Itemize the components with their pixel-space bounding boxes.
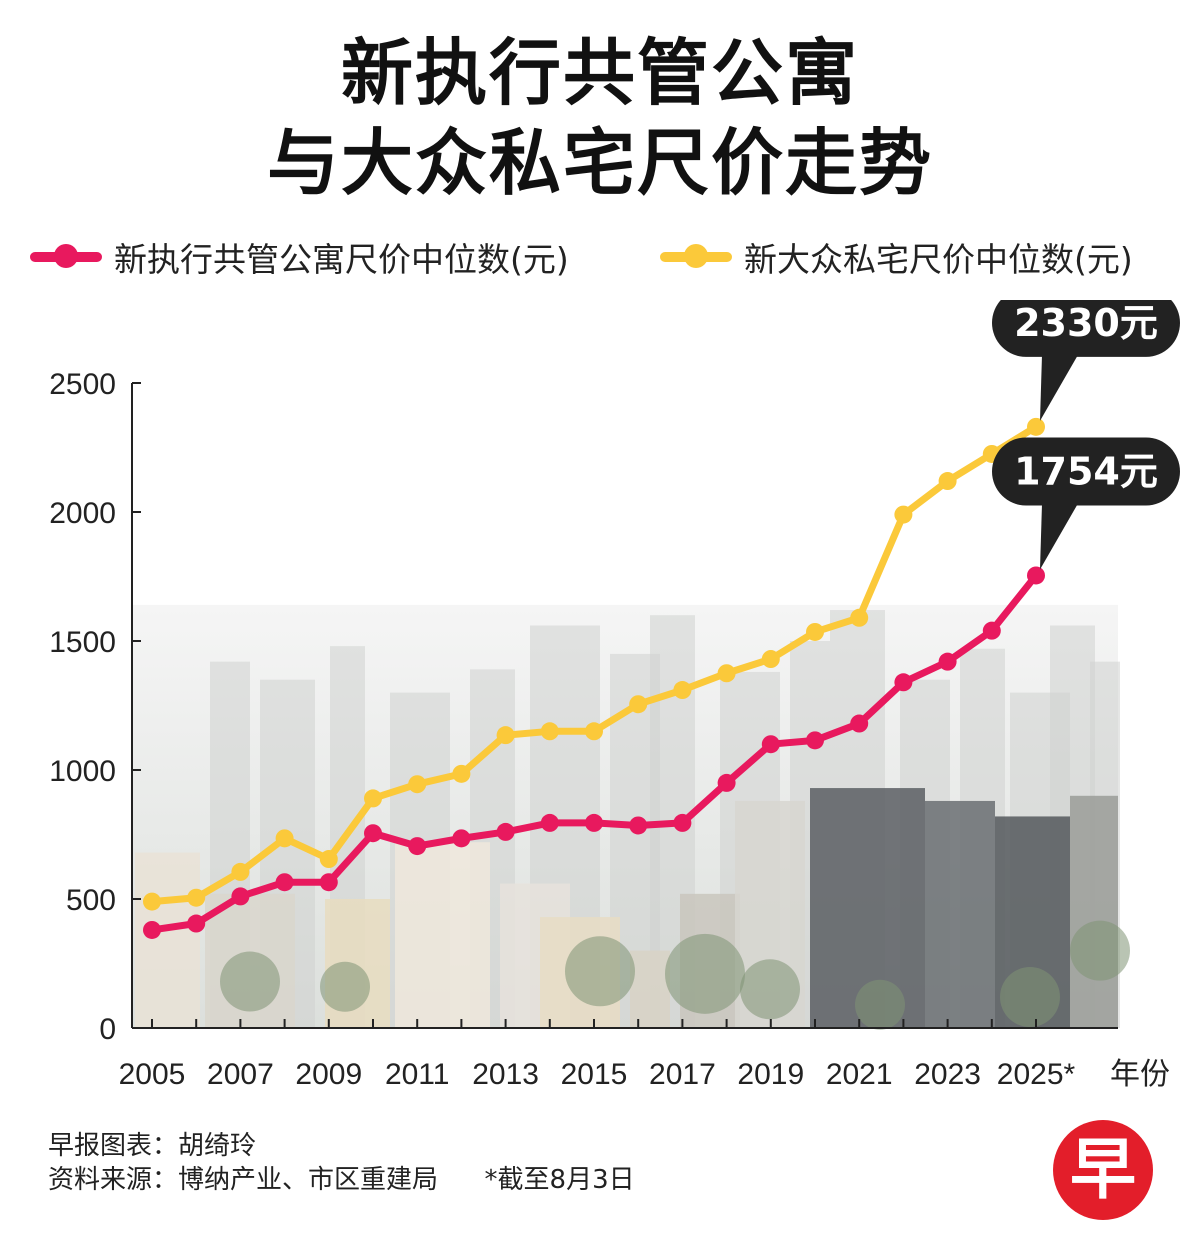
data-point: [585, 813, 603, 832]
data-point: [850, 714, 869, 733]
data-point: [408, 775, 427, 794]
backdrop-building: [1070, 795, 1118, 1028]
x-tick-label: 2005: [119, 1058, 186, 1091]
data-point: [717, 664, 736, 683]
data-point: [761, 650, 780, 669]
y-tick-label: 1500: [49, 626, 116, 659]
footer-source-line: 资料来源：博纳产业、市区重建局 *截至8月3日: [48, 1164, 635, 1196]
axes: 0 500 1000 1500 2000 2500 2005 2007 2009 2011 2013…: [49, 368, 1170, 1092]
zaobao-logo: 早: [1053, 1120, 1153, 1220]
data-point: [408, 837, 427, 856]
data-point: [585, 722, 603, 741]
data-point: [540, 722, 559, 741]
data-point: [364, 824, 382, 843]
footer-note: *截至8月3日: [484, 1165, 635, 1195]
y-tick-label: 2500: [49, 368, 116, 401]
data-point: [629, 816, 648, 835]
legend-item-ec: 新执行共管公寓尺价中位数(元): [30, 232, 569, 282]
backdrop-tree: [1070, 920, 1130, 981]
backdrop-tree: [220, 951, 280, 1012]
callout-bubble: [992, 300, 1180, 357]
data-point: [850, 608, 869, 627]
backdrop-building: [630, 950, 670, 1028]
legend-swatch-private: [660, 244, 732, 268]
chart-title-line2: 与大众私宅尺价走势: [266, 121, 933, 205]
data-point: [938, 652, 957, 671]
footer-source: 资料来源：博纳产业、市区重建局: [48, 1165, 439, 1195]
data-point: [496, 822, 515, 841]
backdrop-tree: [1000, 967, 1060, 1028]
series-lines: [143, 417, 1045, 939]
legend: 新执行共管公寓尺价中位数(元) 新大众私宅尺价中位数(元): [30, 232, 1180, 282]
data-point: [806, 622, 824, 641]
y-tick-label: 1000: [49, 755, 116, 788]
legend-swatch-ec: [30, 244, 102, 268]
data-point: [1027, 417, 1045, 436]
callouts: 2330元 1754元: [992, 300, 1180, 570]
y-tick-label: 2000: [49, 497, 116, 530]
x-axis-label: 年份: [1110, 1057, 1170, 1092]
x-tick-label: 2017: [649, 1058, 716, 1091]
data-point: [761, 735, 780, 754]
data-point: [231, 887, 250, 906]
x-tick-label: 2013: [472, 1058, 539, 1091]
data-point: [894, 673, 913, 692]
data-point: [629, 695, 648, 714]
data-point: [806, 731, 824, 750]
callout-label: 1754元: [1014, 449, 1158, 493]
data-point: [894, 505, 913, 524]
data-point: [143, 892, 161, 911]
x-tick-label: 2007: [207, 1058, 274, 1091]
legend-item-private: 新大众私宅尺价中位数(元): [660, 232, 1133, 282]
data-point: [496, 726, 515, 745]
data-point: [143, 920, 161, 939]
data-point: [938, 472, 957, 491]
callout-pointer: [1040, 354, 1078, 421]
legend-label-ec: 新执行共管公寓尺价中位数(元): [114, 240, 569, 279]
x-tick-label: 2019: [737, 1058, 804, 1091]
x-tick-label: 2015: [561, 1058, 628, 1091]
backdrop-building: [395, 842, 490, 1028]
x-tick-label: 2025*: [997, 1058, 1076, 1091]
legend-label-private: 新大众私宅尺价中位数(元): [744, 240, 1133, 279]
data-point: [187, 888, 206, 907]
data-point: [275, 829, 294, 848]
data-point: [673, 813, 692, 832]
y-tick-label: 0: [99, 1013, 116, 1046]
data-point: [673, 681, 692, 700]
x-tick-label: 2021: [826, 1058, 893, 1091]
callout-bubble: [992, 437, 1180, 506]
data-point: [717, 773, 736, 792]
data-point: [452, 829, 471, 848]
data-point: [187, 914, 206, 933]
data-point: [364, 789, 382, 808]
data-point: [982, 621, 1001, 640]
backdrop-tree: [320, 961, 370, 1012]
x-tick-label: 2011: [385, 1058, 450, 1091]
backdrop-tree: [855, 979, 905, 1030]
data-point: [231, 862, 250, 881]
data-point: [540, 813, 559, 832]
y-tick-label: 500: [66, 884, 116, 917]
backdrop-tree: [740, 959, 800, 1020]
data-point: [452, 764, 471, 783]
backdrop-building: [925, 800, 995, 1028]
chart-title-line1: 新执行共管公寓: [340, 31, 859, 115]
data-point: [319, 850, 338, 869]
backdrop-building: [135, 852, 200, 1028]
line-chart: 0 500 1000 1500 2000 2500 2005 2007 2009 2011 2013…: [49, 300, 1180, 1092]
data-point: [1027, 566, 1045, 585]
x-tick-label: 2009: [295, 1058, 362, 1091]
backdrop-tree: [665, 933, 745, 1014]
data-point: [319, 873, 338, 892]
callout-label: 2330元: [1014, 301, 1158, 345]
backdrop-tree: [565, 936, 635, 1007]
x-tick-label: 2023: [914, 1058, 981, 1091]
footer-credit: 早报图表：胡绮玲: [48, 1131, 257, 1161]
callout-pointer: [1040, 503, 1078, 570]
cityscape-backdrop: [132, 604, 1130, 1030]
data-point: [275, 873, 294, 892]
